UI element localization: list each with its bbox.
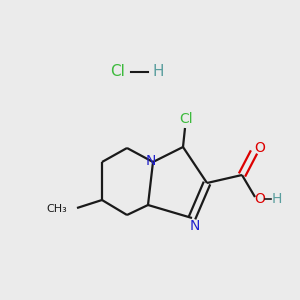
Text: H: H [272,192,282,206]
Text: CH₃: CH₃ [46,204,67,214]
Text: Cl: Cl [111,64,125,80]
Text: O: O [255,192,266,206]
Text: N: N [190,219,200,233]
Text: O: O [255,141,266,155]
Text: Cl: Cl [179,112,193,126]
Text: N: N [146,154,156,168]
Text: H: H [152,64,164,80]
